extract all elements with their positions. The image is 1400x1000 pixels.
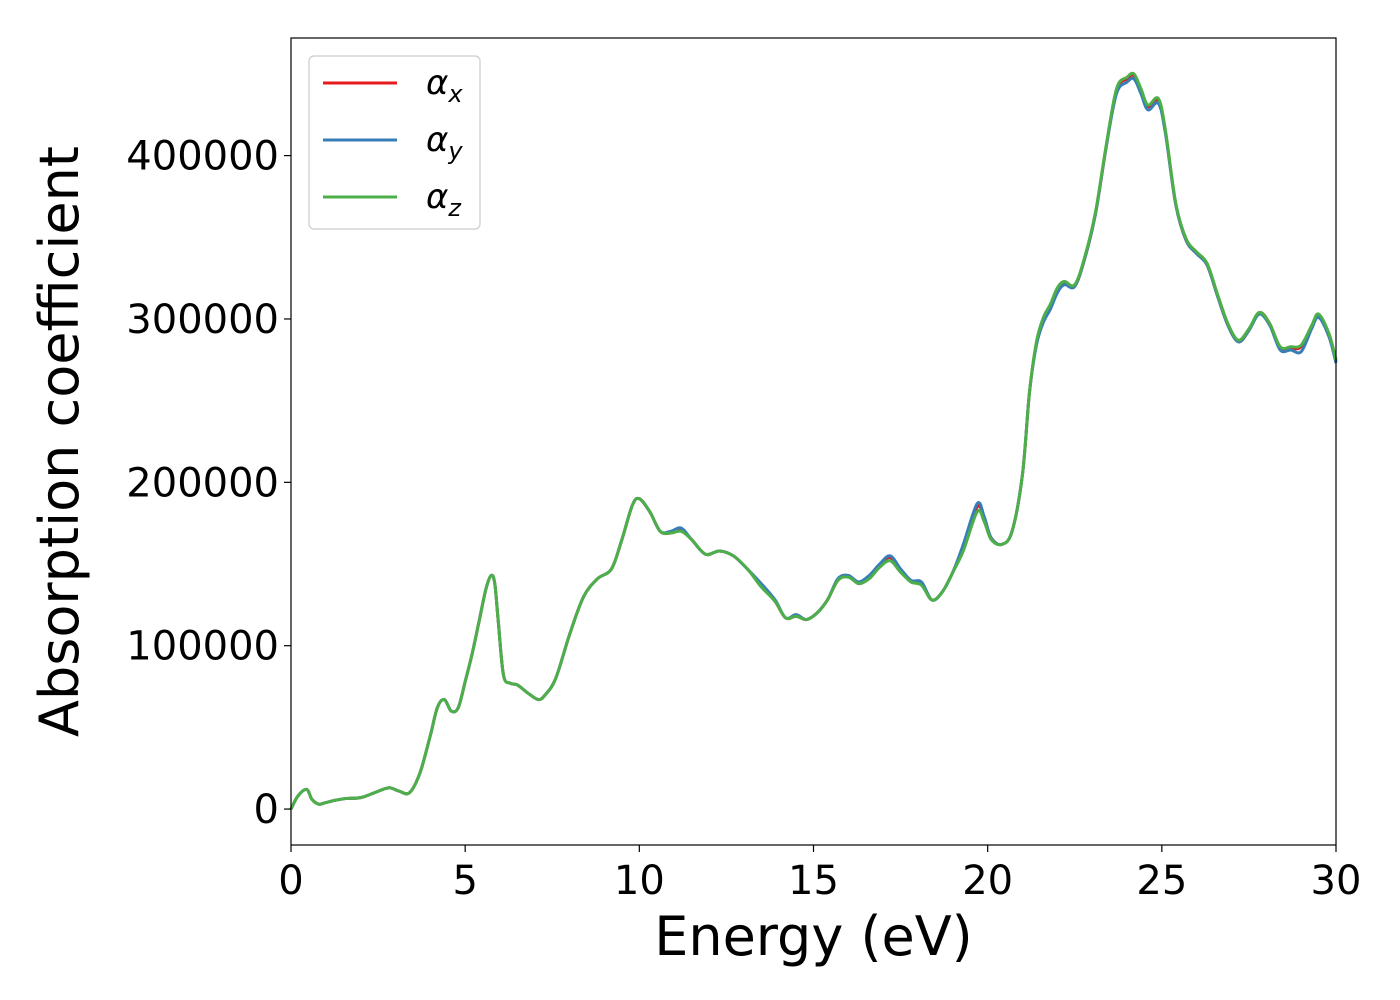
legend-label-0: αx xyxy=(426,63,463,108)
x-tick-label: 10 xyxy=(614,858,665,904)
y-tick-label: 200000 xyxy=(126,460,279,506)
x-axis-ticks: 0 5 10 15 20 25 30 xyxy=(278,845,1361,904)
legend-label-2: αz xyxy=(426,177,462,222)
y-axis-title: Absorption coefficient xyxy=(28,146,91,737)
x-tick-label: 20 xyxy=(962,858,1013,904)
legend-label-1: αy xyxy=(426,120,463,165)
x-tick-label: 15 xyxy=(788,858,839,904)
legend-box xyxy=(308,55,481,230)
series-line-2 xyxy=(289,71,1338,810)
y-tick-label: 400000 xyxy=(126,134,279,180)
x-tick-label: 0 xyxy=(278,858,303,904)
x-tick-label: 5 xyxy=(452,858,477,904)
x-axis-title: Energy (eV) xyxy=(654,905,973,968)
x-tick-label: 30 xyxy=(1311,858,1362,904)
y-tick-label: 100000 xyxy=(126,624,279,670)
x-tick-label: 25 xyxy=(1136,858,1187,904)
y-tick-label: 300000 xyxy=(126,297,279,343)
series-layer xyxy=(289,71,1338,810)
y-axis-ticks: 0 100000 200000 300000 400000 xyxy=(126,134,291,833)
legend: αx αy αz xyxy=(308,55,481,230)
y-tick-label: 0 xyxy=(254,787,279,833)
